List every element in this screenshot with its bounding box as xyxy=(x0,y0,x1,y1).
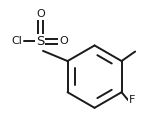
Text: O: O xyxy=(36,9,45,19)
Text: F: F xyxy=(129,95,135,105)
Text: O: O xyxy=(59,36,68,46)
Text: Cl: Cl xyxy=(12,36,23,46)
Text: S: S xyxy=(36,35,45,48)
